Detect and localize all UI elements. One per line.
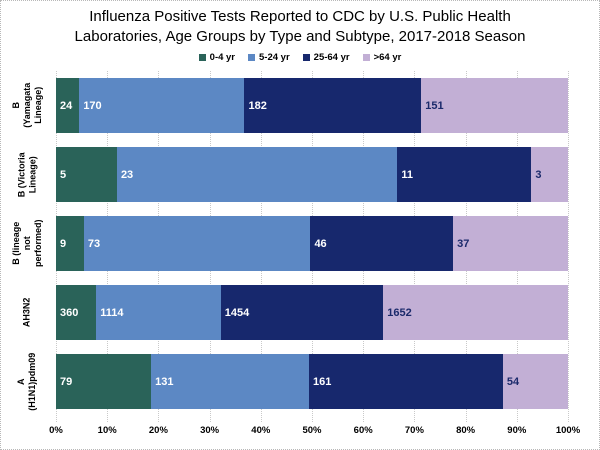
y-axis-label: AH3N2 [21, 297, 32, 328]
bar-segment-label: 54 [506, 375, 520, 388]
x-axis-tick-label: 0% [49, 425, 63, 436]
legend-item: 25-64 yr [302, 52, 350, 63]
plot-area: 24 170 182 151 5 23 11 3 9 73 46 37 360 1114 1454 1652 7… [56, 71, 569, 422]
x-axis-tick-label: 90% [507, 425, 527, 436]
bar-segment: 5 [56, 147, 117, 202]
bar-segment: 11 [397, 147, 532, 202]
bar-segment-label: 1114 [100, 306, 124, 319]
legend-label: 25-64 yr [313, 52, 350, 63]
bar-segment-label: 1454 [224, 306, 250, 319]
bar-segment-label: 23 [120, 168, 134, 181]
bar-segment: 23 [116, 147, 398, 202]
bar-segment-label: 11 [401, 168, 413, 181]
legend-label: 0-4 yr [209, 52, 236, 63]
bar-row: 79 131 161 54 [56, 347, 568, 416]
y-axis-label: A (H1N1)pdm09 [16, 352, 38, 411]
bar-segment-label: 161 [312, 375, 332, 388]
chart-title-line1: Influenza Positive Tests Reported to CDC… [89, 8, 511, 25]
bar-segment: 161 [308, 354, 503, 409]
bar-segment-label: 9 [60, 237, 67, 250]
legend-color-swatch-icon [198, 54, 206, 61]
bar-rows: 24 170 182 151 5 23 11 3 9 73 46 37 360 1114 1454 1652 7… [56, 71, 568, 416]
bar-segment-label: 37 [457, 237, 470, 250]
bar-segment: 54 [502, 354, 568, 409]
bar-segment-label: 1652 [387, 306, 412, 319]
legend-color-swatch-icon [362, 54, 370, 61]
stacked-bar: 24 170 182 151 [56, 78, 568, 133]
bar-segment-label: 151 [425, 99, 444, 112]
bar-segment: 1652 [383, 285, 568, 340]
bar-row: 5 23 11 3 [56, 140, 568, 209]
y-axis-label: B (Yamagata Lineage) [10, 82, 43, 129]
x-axis-tick-label: 20% [148, 425, 168, 436]
bar-segment: 151 [421, 78, 568, 133]
bar-row: 360 1114 1454 1652 [56, 278, 568, 347]
chart-title-line2: Laboratories, Age Groups by Type and Sub… [74, 27, 526, 45]
legend-label: >64 yr [373, 52, 402, 63]
x-axis-tick-label: 50% [302, 425, 322, 436]
bar-segment: 170 [79, 78, 245, 133]
bar-segment-label: 131 [155, 375, 174, 388]
y-axis-label: B (lineage not performed) [10, 219, 43, 268]
bar-segment: 37 [453, 216, 568, 271]
bar-segment-label: 360 [60, 306, 79, 319]
legend-item: >64 yr [362, 52, 402, 63]
legend-color-swatch-icon [302, 54, 310, 61]
bar-segment-label: 24 [60, 99, 73, 112]
bar-segment: 131 [151, 354, 309, 409]
x-axis-tick-label: 40% [251, 425, 271, 436]
x-axis-tick-label: 100% [555, 425, 581, 436]
x-axis-tick-label: 70% [404, 425, 424, 436]
bar-segment-label: 5 [60, 168, 67, 181]
x-axis-tick-label: 60% [353, 425, 373, 436]
bar-segment-label: 182 [248, 99, 267, 112]
legend-item: 5-24 yr [248, 52, 290, 63]
x-axis-labels: 0% 10% 20% 30% 40% 50% 60% 70% 80% 90% 100% [49, 425, 580, 441]
bar-segment: 9 [56, 216, 84, 271]
bar-segment: 360 [56, 285, 97, 340]
x-axis-tick-label: 10% [97, 425, 117, 436]
bar-segment: 46 [310, 216, 454, 271]
bar-segment: 182 [244, 78, 422, 133]
bar-segment: 1114 [96, 285, 221, 340]
x-axis-tick-label: 30% [200, 425, 220, 436]
legend-color-swatch-icon [248, 54, 256, 61]
chart-title: Influenza Positive Tests Reported to CDC… [1, 7, 599, 47]
bar-segment-label: 73 [87, 237, 101, 250]
bar-segment-label: 170 [83, 99, 102, 112]
bar-segment: 79 [56, 354, 152, 409]
legend: 0-4 yr 5-24 yr 25-64 yr >64 yr [1, 52, 599, 63]
stacked-bar: 360 1114 1454 1652 [56, 285, 568, 340]
gridline [568, 71, 569, 422]
bar-segment: 24 [56, 78, 80, 133]
legend-label: 5-24 yr [259, 52, 290, 63]
legend-item: 0-4 yr [198, 52, 236, 63]
stacked-bar: 79 131 161 54 [56, 354, 568, 409]
bar-row: 24 170 182 151 [56, 71, 568, 140]
bar-segment: 73 [83, 216, 311, 271]
stacked-bar: 5 23 11 3 [56, 147, 568, 202]
y-axis-labels: B (Yamagata Lineage) B (Victoria Lineage)… [1, 71, 56, 416]
bar-segment-label: 79 [60, 375, 73, 388]
bar-segment-label: 3 [535, 168, 542, 181]
bar-row: 9 73 46 37 [56, 209, 568, 278]
bar-segment: 1454 [220, 285, 384, 340]
x-axis-tick-label: 80% [456, 425, 476, 436]
bar-segment-label: 46 [314, 237, 327, 250]
stacked-bar: 9 73 46 37 [56, 216, 568, 271]
bar-segment: 3 [531, 147, 568, 202]
y-axis-label: B (Victoria Lineage) [16, 152, 37, 197]
